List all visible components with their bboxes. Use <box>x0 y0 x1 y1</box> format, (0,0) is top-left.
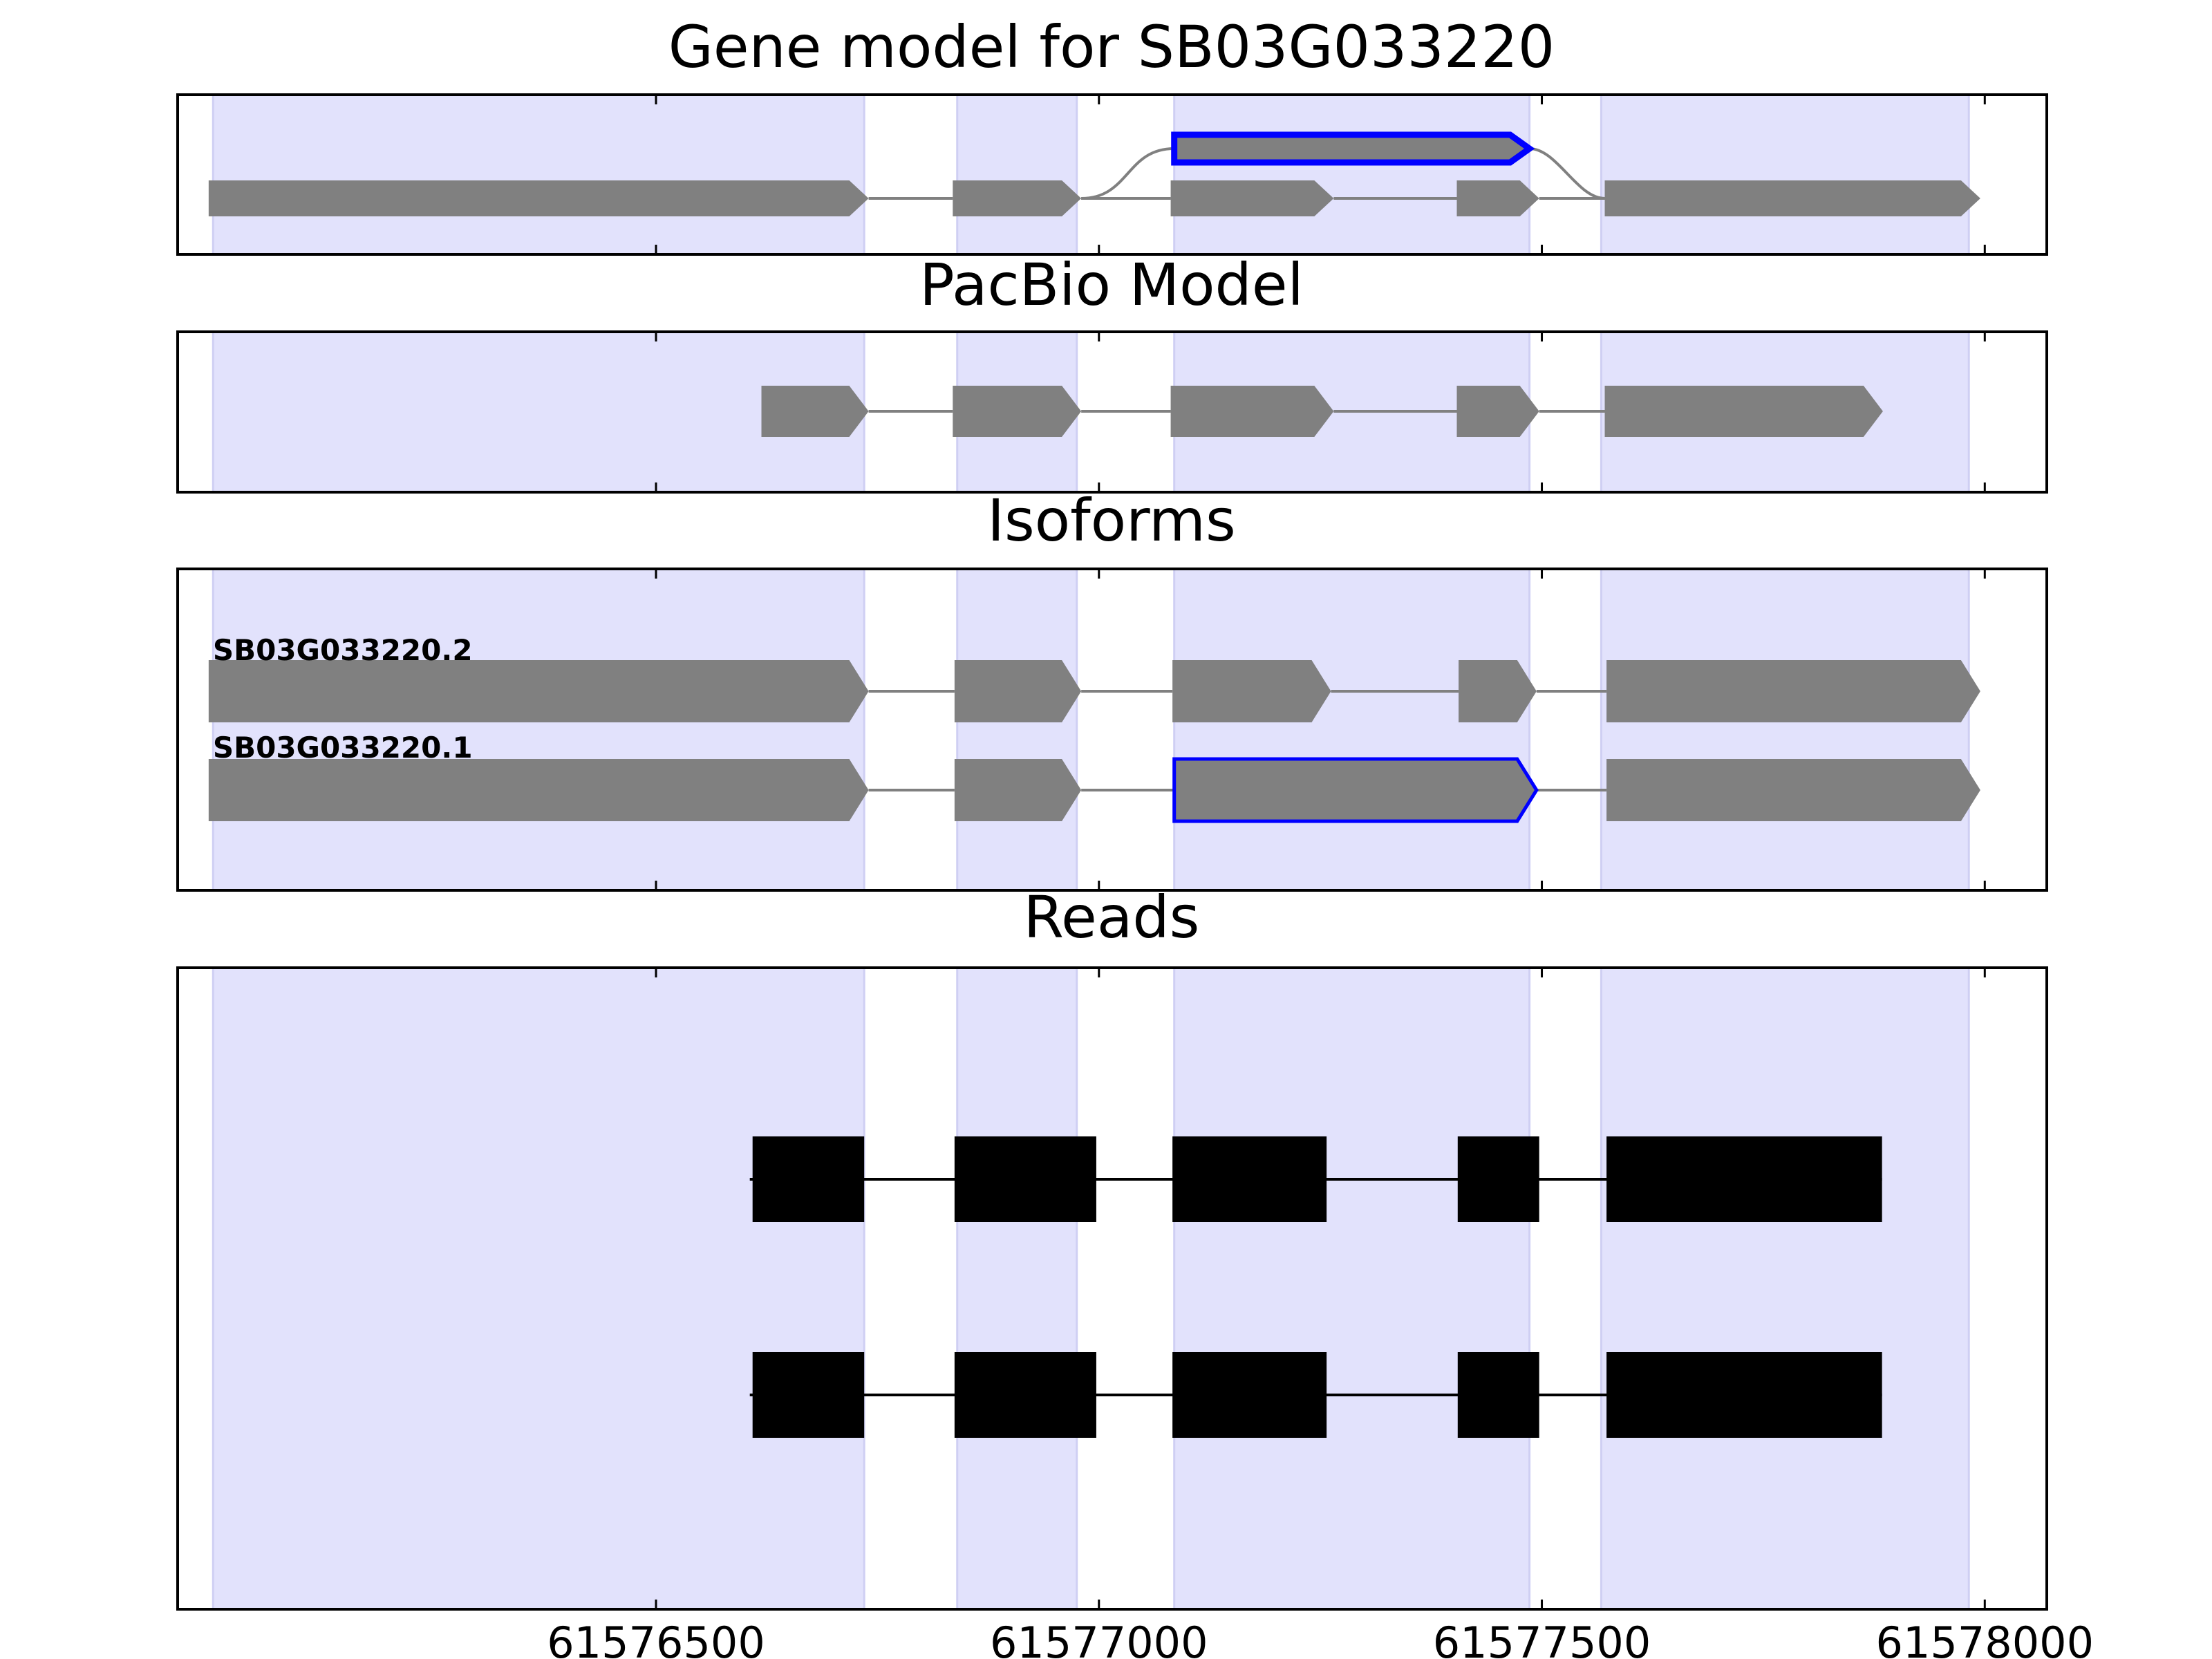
x-tick-label: 61577000 <box>990 1618 1208 1659</box>
pacbio-model-ticks <box>655 332 1986 492</box>
pacbio-exon <box>1456 386 1539 437</box>
gene-model-features <box>208 131 1980 216</box>
read-block <box>1457 1136 1539 1222</box>
isoform-exon <box>1606 660 1980 722</box>
reads-frame <box>176 966 2048 1611</box>
splice-connector <box>1081 147 1174 200</box>
highlighted-exon <box>1172 757 1539 823</box>
x-tick-label: 61577500 <box>1433 1618 1651 1659</box>
isoforms-panel: Isoforms SB03G033220.2 SB03G033220.1 <box>176 487 2048 892</box>
x-tick-label: 61576500 <box>547 1618 765 1659</box>
exon-region-band <box>1600 93 1970 256</box>
read-block <box>1606 1352 1882 1438</box>
isoform-label: SB03G033220.2 <box>213 633 473 667</box>
x-axis-tick-labels: 61576500 61577000 61577500 61578000 <box>547 1618 2094 1659</box>
exon-region-band <box>956 93 1078 256</box>
exon-region-band <box>212 966 865 1611</box>
highlighted-exon <box>1171 131 1535 166</box>
exon-region-band <box>956 966 1078 1611</box>
isoform-exon <box>954 660 1082 722</box>
isoform-exon <box>1459 660 1537 722</box>
reads-panel: Reads 61576500 61577000 61577500 61578000 <box>176 883 2094 1659</box>
gene-exon <box>1604 180 1980 216</box>
exon-region-band <box>1600 568 1970 892</box>
read-block <box>1172 1352 1327 1438</box>
reads-exon-regions <box>212 966 1970 1611</box>
pacbio-exon <box>761 386 869 437</box>
pacbio-model-panel: PacBio Model <box>176 251 2048 494</box>
read-block <box>1172 1136 1327 1222</box>
gene-exon <box>208 180 869 216</box>
exon-region-band <box>1173 93 1531 256</box>
isoform-exon <box>1606 759 1980 821</box>
exon-region-band <box>1173 568 1531 892</box>
exon-region-band <box>212 93 865 256</box>
read-block <box>752 1136 865 1222</box>
pacbio-model-features <box>761 386 1883 437</box>
isoforms-frame <box>176 568 2048 892</box>
read-block <box>1606 1136 1882 1222</box>
read-block <box>954 1136 1096 1222</box>
read-block <box>752 1352 865 1438</box>
isoform-exon <box>1172 660 1331 722</box>
exon-region-band <box>956 568 1078 892</box>
reads-features <box>749 1136 1882 1438</box>
pacbio-exon <box>1170 386 1334 437</box>
gene-exon <box>953 180 1082 216</box>
reads-ticks <box>655 968 1986 1609</box>
isoform-exon <box>208 759 869 821</box>
exon-region-band <box>1173 966 1531 1611</box>
gene-exon <box>1456 180 1539 216</box>
isoforms-title: Isoforms <box>987 487 1236 554</box>
x-tick-label: 61578000 <box>1876 1618 2094 1659</box>
isoforms-ticks <box>655 569 1986 890</box>
read-block <box>1457 1352 1539 1438</box>
splice-connector <box>1529 147 1605 200</box>
exon-region-band <box>212 568 865 892</box>
read-block <box>954 1352 1096 1438</box>
gene-model-ticks <box>655 95 1986 254</box>
gene-model-title: Gene model for SB03G033220 <box>668 13 1555 81</box>
pacbio-exon <box>1604 386 1883 437</box>
gene-model-panel: Gene model for SB03G033220 <box>176 13 2048 256</box>
pacbio-exon <box>953 386 1082 437</box>
gene-model-frame <box>176 93 2048 256</box>
exon-region-band <box>1600 966 1970 1611</box>
gene-model-exon-regions <box>212 93 1970 256</box>
isoform-exon <box>954 759 1082 821</box>
pacbio-model-title: PacBio Model <box>919 251 1304 319</box>
isoform-label: SB03G033220.1 <box>213 731 473 765</box>
isoforms-exon-regions <box>212 568 1970 892</box>
isoform-exon <box>208 660 869 722</box>
pacbio-model-frame <box>176 330 2048 494</box>
isoforms-features: SB03G033220.2 SB03G033220.1 <box>208 633 1980 823</box>
gene-exon <box>1170 180 1334 216</box>
reads-title: Reads <box>1024 883 1200 951</box>
